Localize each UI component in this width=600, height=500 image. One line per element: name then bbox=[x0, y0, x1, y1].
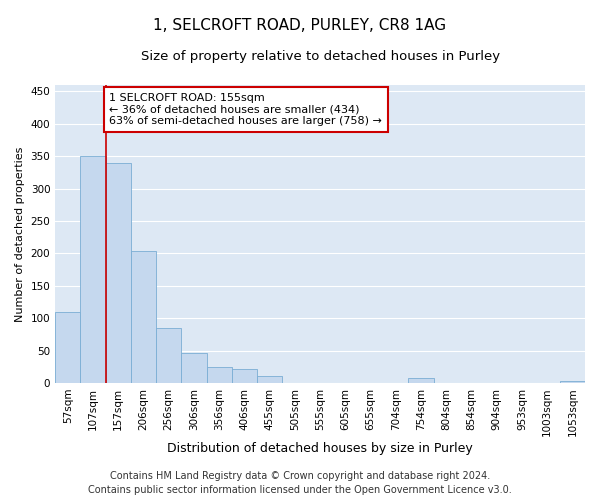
Title: Size of property relative to detached houses in Purley: Size of property relative to detached ho… bbox=[140, 50, 500, 63]
Bar bbox=[409, 378, 434, 383]
Bar bbox=[80, 156, 106, 383]
Bar bbox=[55, 312, 80, 383]
Y-axis label: Number of detached properties: Number of detached properties bbox=[15, 146, 25, 322]
Bar bbox=[106, 162, 131, 383]
Bar bbox=[232, 368, 257, 383]
Bar bbox=[131, 252, 156, 383]
Bar bbox=[560, 381, 585, 383]
Text: 1 SELCROFT ROAD: 155sqm
← 36% of detached houses are smaller (434)
63% of semi-d: 1 SELCROFT ROAD: 155sqm ← 36% of detache… bbox=[109, 93, 382, 126]
Bar bbox=[206, 367, 232, 383]
Text: Contains HM Land Registry data © Crown copyright and database right 2024.
Contai: Contains HM Land Registry data © Crown c… bbox=[88, 471, 512, 495]
Bar bbox=[257, 376, 282, 383]
Text: 1, SELCROFT ROAD, PURLEY, CR8 1AG: 1, SELCROFT ROAD, PURLEY, CR8 1AG bbox=[154, 18, 446, 32]
X-axis label: Distribution of detached houses by size in Purley: Distribution of detached houses by size … bbox=[167, 442, 473, 455]
Bar bbox=[181, 353, 206, 383]
Bar bbox=[156, 328, 181, 383]
